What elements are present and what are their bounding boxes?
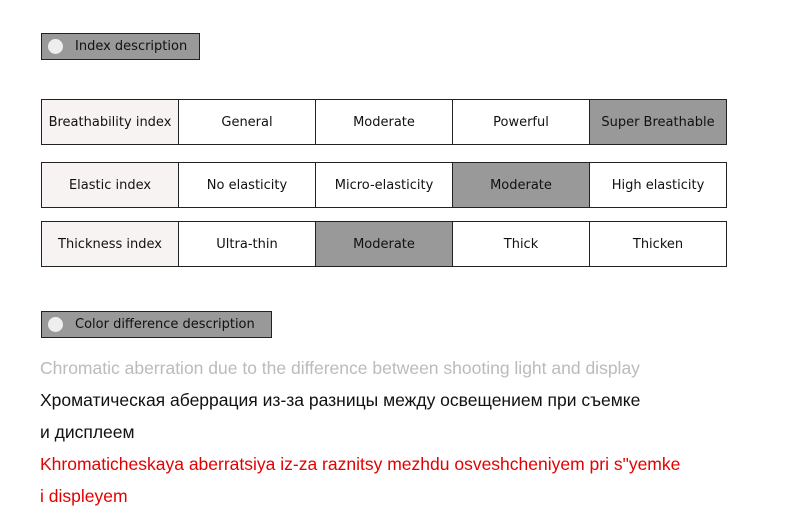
index-option: Thicken — [589, 222, 726, 266]
color-difference-header: Color difference description — [41, 311, 272, 338]
translit-note-line-2: i displeyem — [40, 486, 128, 506]
index-option-selected: Super Breathable — [589, 100, 726, 144]
index-option: Ultra-thin — [178, 222, 315, 266]
index-option: Micro-elasticity — [315, 163, 452, 207]
index-row: Breathability index General Moderate Powerf… — [41, 99, 727, 145]
index-description-header: Index description — [41, 33, 200, 60]
index-option: General — [178, 100, 315, 144]
index-option-selected: Moderate — [315, 222, 452, 266]
index-option: High elasticity — [589, 163, 726, 207]
translit-note-line-1: Khromaticheskaya aberratsiya iz-za razni… — [40, 454, 681, 474]
index-row: Elastic index No elasticity Micro-elastici… — [41, 162, 727, 208]
index-option: Moderate — [315, 100, 452, 144]
index-description-title: Index description — [75, 39, 188, 54]
russian-note-line-2: и дисплеем — [40, 422, 135, 442]
index-option: No elasticity — [178, 163, 315, 207]
color-difference-title: Color difference description — [75, 317, 255, 332]
english-note: Chromatic aberration due to the differen… — [40, 358, 640, 378]
circle-icon — [48, 39, 63, 54]
index-option: Thick — [452, 222, 589, 266]
index-label: Breathability index — [42, 100, 178, 144]
index-row: Thickness index Ultra-thin Moderate Thick Th… — [41, 221, 727, 267]
index-label: Elastic index — [42, 163, 178, 207]
index-option-selected: Moderate — [452, 163, 589, 207]
index-label: Thickness index — [42, 222, 178, 266]
russian-note-line-1: Хроматическая аберрация из-за разницы ме… — [40, 390, 641, 410]
circle-icon — [48, 317, 63, 332]
index-option: Powerful — [452, 100, 589, 144]
